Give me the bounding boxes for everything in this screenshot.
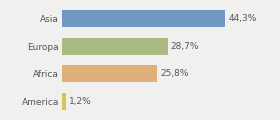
Text: 1,2%: 1,2%: [69, 97, 92, 106]
Bar: [62, 65, 157, 82]
Bar: [62, 10, 225, 27]
Text: 44,3%: 44,3%: [228, 14, 257, 23]
Text: 28,7%: 28,7%: [171, 42, 199, 51]
Bar: [62, 38, 168, 55]
Text: 25,8%: 25,8%: [160, 69, 188, 78]
Bar: [62, 93, 66, 110]
